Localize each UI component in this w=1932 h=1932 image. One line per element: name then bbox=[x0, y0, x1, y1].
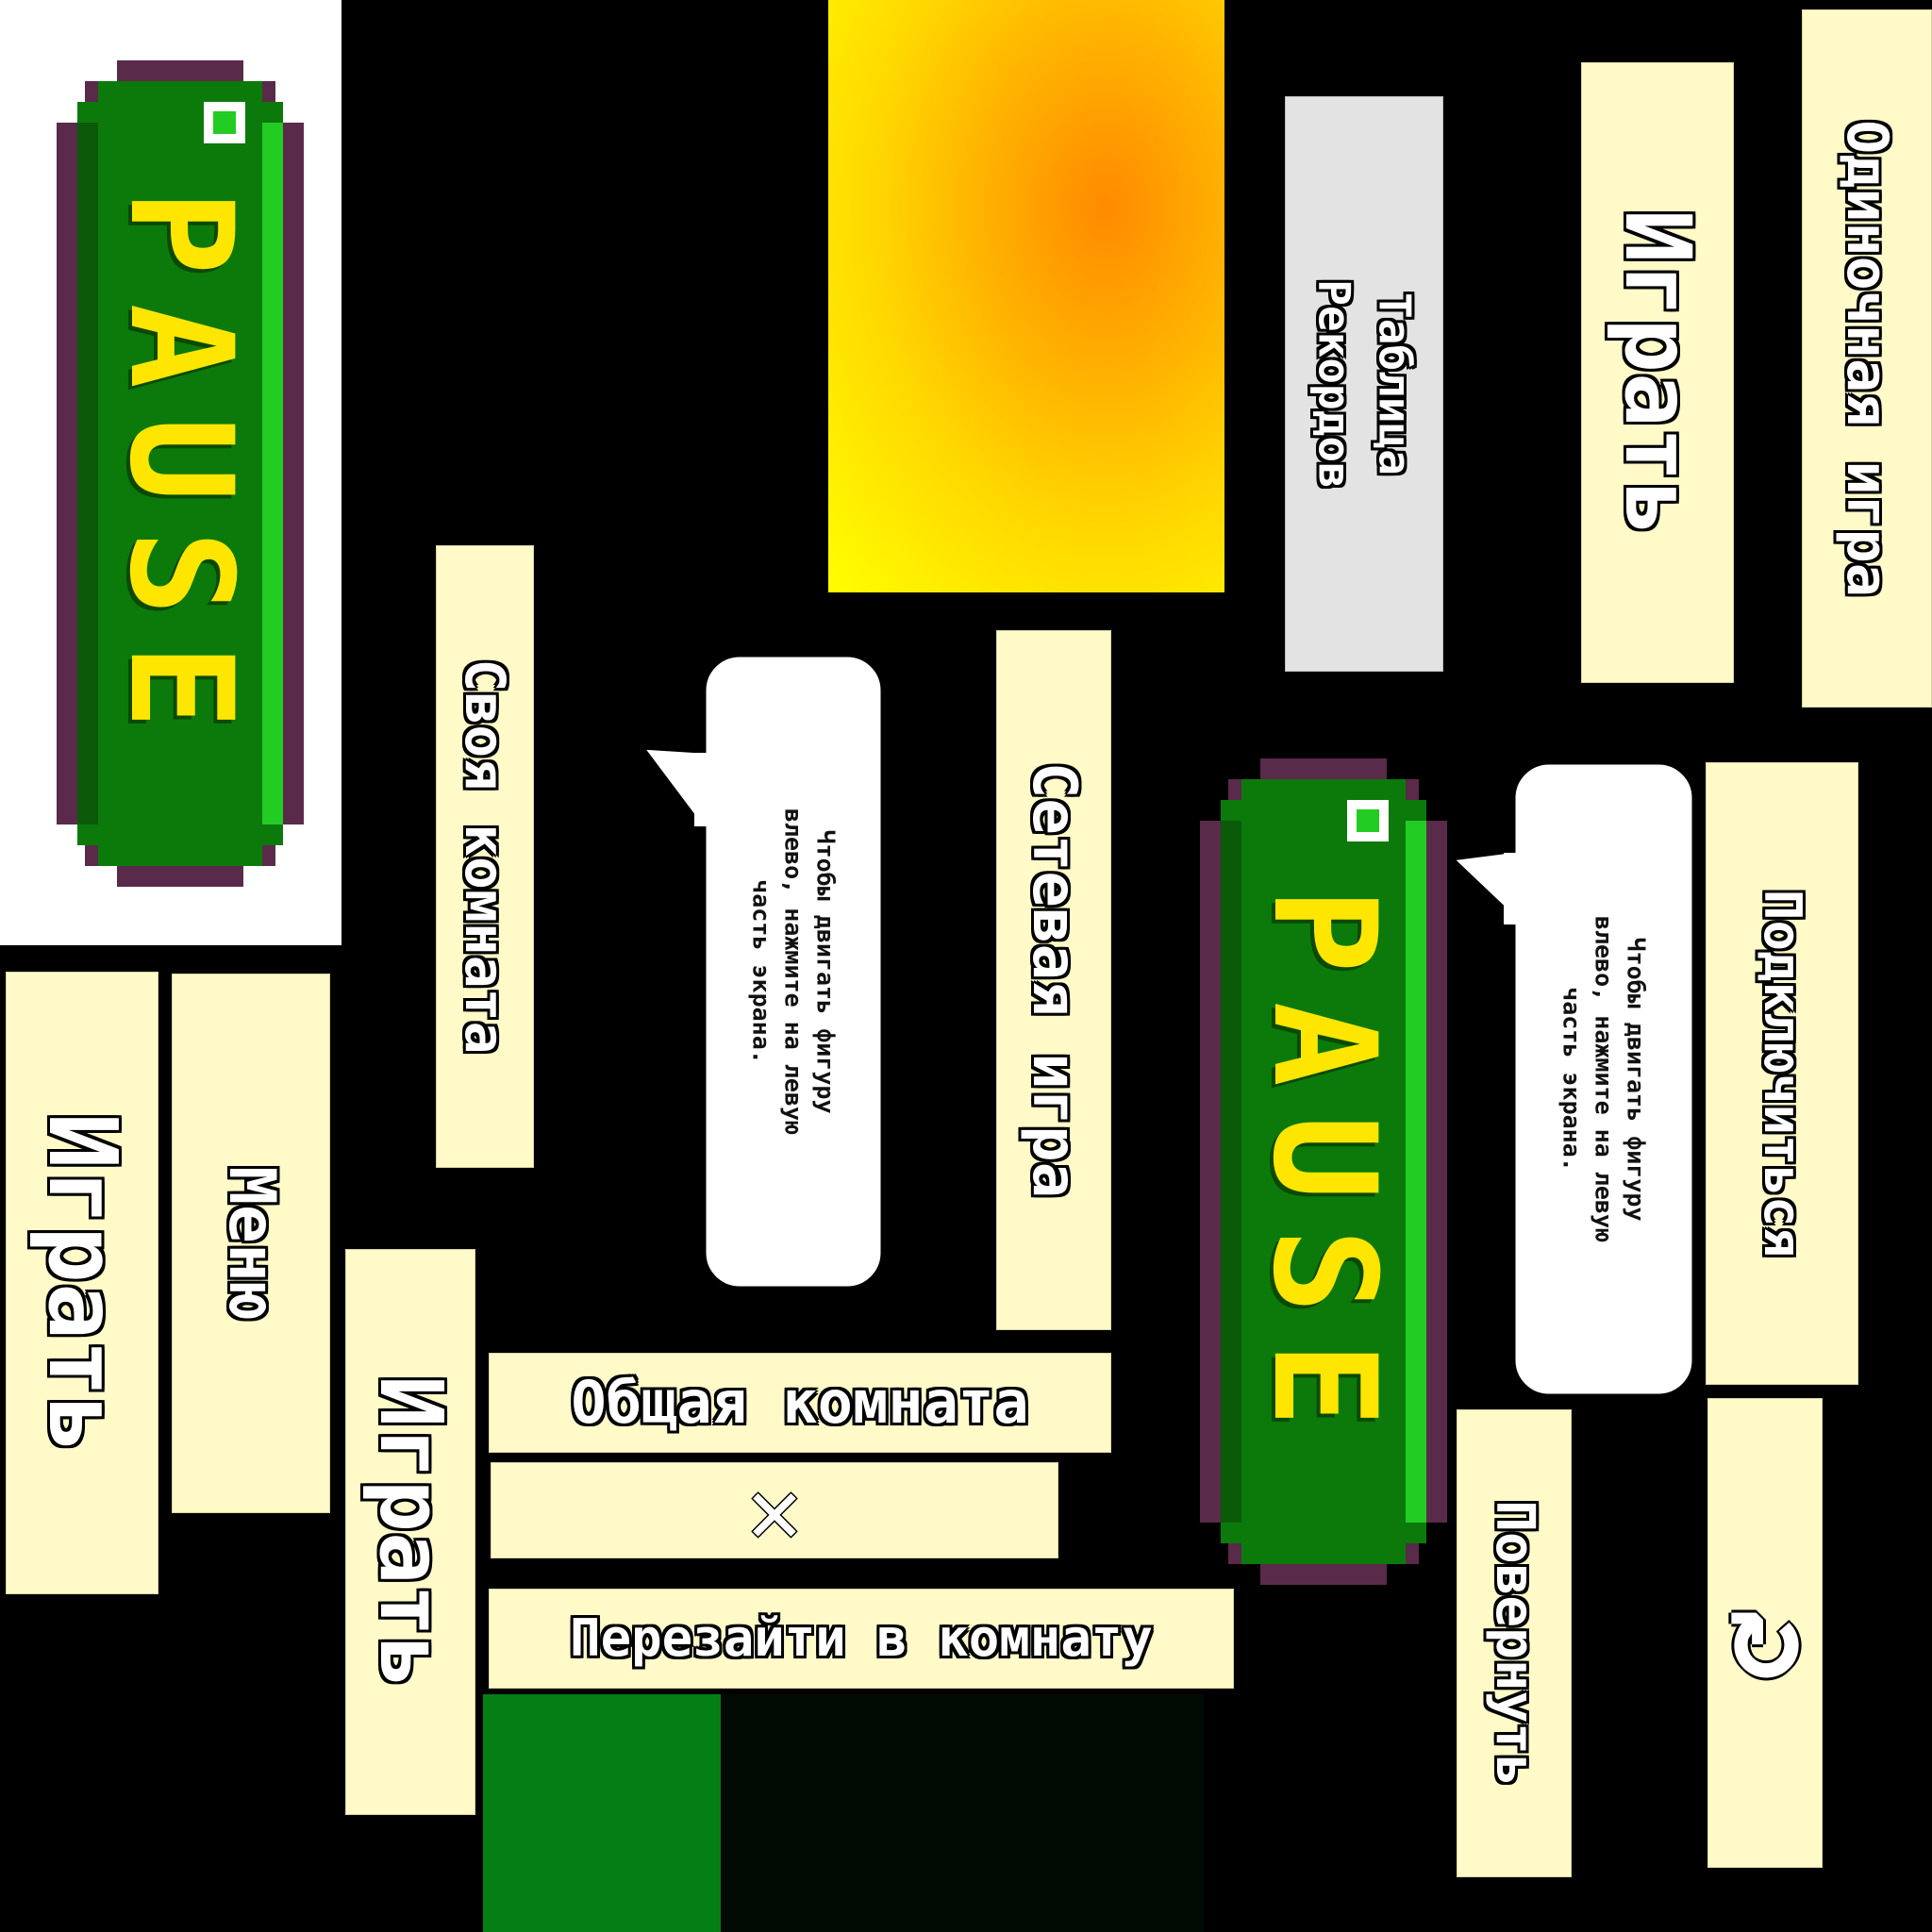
rejoin-room-label: Перезайти в комнату bbox=[570, 1608, 1153, 1668]
single-game-button[interactable]: Одиночная игра bbox=[1802, 9, 1932, 708]
gradient-swatch bbox=[828, 0, 1224, 592]
rejoin-room-button[interactable]: Перезайти в комнату bbox=[489, 1589, 1234, 1689]
play-label: Играть bbox=[1605, 208, 1710, 537]
connect-label: Подключиться bbox=[1753, 889, 1812, 1258]
single-game-label: Одиночная игра bbox=[1834, 120, 1900, 597]
network-game-label: Сетевая игра bbox=[1019, 761, 1089, 1199]
menu-button[interactable]: Меню bbox=[172, 974, 330, 1513]
play-button[interactable]: Играть bbox=[1581, 62, 1734, 683]
play-label: Играть bbox=[360, 1374, 461, 1690]
network-game-button[interactable]: Сетевая игра bbox=[996, 630, 1111, 1330]
rotate-label: Повернуть bbox=[1484, 1500, 1545, 1787]
hint-text: Чтобы двигать фигуру влево, нажмите на л… bbox=[1558, 915, 1650, 1243]
pause-label-left-box: PAUSE bbox=[57, 60, 304, 887]
hint-text-left-box: Чтобы двигать фигуру влево, нажмите на л… bbox=[704, 655, 883, 1289]
records-label: Таблица Рекордов bbox=[1308, 279, 1421, 489]
play-button-3[interactable]: Играть bbox=[345, 1249, 475, 1815]
green-swatch bbox=[483, 1694, 721, 1932]
play-label: Играть bbox=[27, 1112, 138, 1454]
rotate-button[interactable]: Повернуть bbox=[1457, 1409, 1572, 1877]
dark-swatch bbox=[721, 1694, 1204, 1932]
restart-icon: ↻ bbox=[1727, 1561, 1803, 1705]
hint-bubble-right bbox=[1448, 759, 1697, 1399]
pause-label: PAUSE bbox=[98, 190, 262, 758]
play-button-2[interactable]: Играть bbox=[6, 972, 158, 1594]
connect-button[interactable]: Подключиться bbox=[1706, 762, 1858, 1385]
common-room-button[interactable]: Общая комната bbox=[489, 1353, 1111, 1453]
close-icon: ✕ bbox=[747, 1457, 802, 1563]
pause-label: PAUSE bbox=[1241, 888, 1406, 1456]
common-room-label: Общая комната bbox=[571, 1368, 1029, 1437]
restart-button[interactable]: ↻ bbox=[1707, 1398, 1823, 1868]
own-room-label: Своя комната bbox=[453, 658, 517, 1055]
hint-text-right-box: Чтобы двигать фигуру влево, нажмите на л… bbox=[1513, 762, 1694, 1396]
pause-label-right-box: PAUSE bbox=[1200, 758, 1447, 1585]
records-button[interactable]: Таблица Рекордов bbox=[1285, 96, 1443, 672]
pause-banner-left bbox=[57, 60, 304, 887]
close-button[interactable]: ✕ bbox=[491, 1462, 1058, 1558]
own-room-button[interactable]: Своя комната bbox=[436, 545, 534, 1168]
hint-bubble-left bbox=[639, 652, 886, 1291]
pause-banner-right bbox=[1200, 758, 1447, 1585]
hint-text: Чтобы двигать фигуру влево, нажмите на л… bbox=[748, 808, 840, 1136]
menu-label: Меню bbox=[214, 1166, 289, 1321]
